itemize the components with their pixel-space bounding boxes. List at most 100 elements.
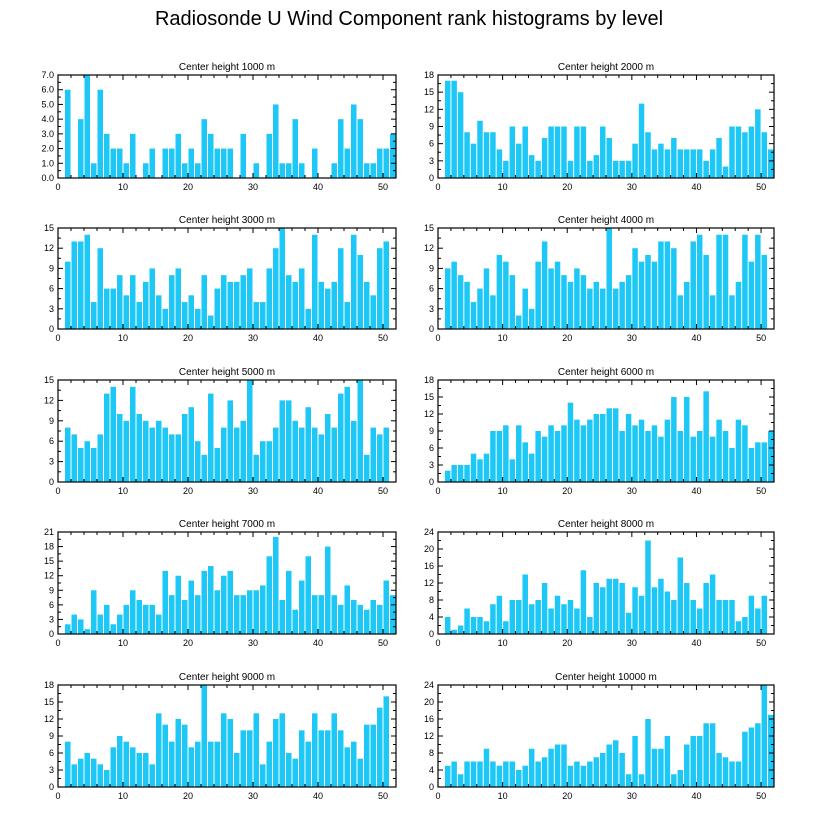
histogram-bar bbox=[181, 724, 188, 787]
x-tick-label: 10 bbox=[498, 791, 508, 801]
histogram-bar bbox=[64, 261, 71, 329]
histogram-bar bbox=[383, 580, 390, 634]
x-tick-label: 40 bbox=[691, 182, 701, 192]
histogram-bar bbox=[279, 600, 286, 634]
histogram-bar bbox=[748, 261, 755, 329]
histogram-bar bbox=[110, 386, 117, 482]
histogram-bar bbox=[240, 420, 247, 482]
histogram-bar bbox=[266, 441, 273, 482]
x-tick-label: 0 bbox=[435, 486, 440, 496]
x-tick-label: 10 bbox=[118, 486, 128, 496]
histogram-bar bbox=[363, 281, 370, 329]
histogram-bar bbox=[357, 119, 364, 178]
y-tick-label: 3 bbox=[49, 765, 54, 775]
histogram-bar bbox=[742, 234, 748, 329]
histogram-bar bbox=[90, 163, 97, 178]
histogram-bar bbox=[619, 160, 625, 178]
histogram-bar bbox=[690, 149, 696, 178]
y-tick-label: 0 bbox=[49, 324, 54, 334]
histogram-bar bbox=[97, 434, 104, 482]
histogram-bar bbox=[483, 621, 490, 634]
histogram-bar bbox=[162, 724, 169, 787]
histogram-bar bbox=[729, 448, 735, 482]
histogram-bar bbox=[768, 714, 774, 787]
y-tick-label: 0 bbox=[429, 629, 434, 639]
histogram-bar bbox=[194, 595, 201, 634]
histogram-bar bbox=[444, 470, 451, 482]
x-tick-label: 30 bbox=[248, 486, 258, 496]
histogram-bar bbox=[376, 148, 383, 178]
histogram-bar bbox=[71, 614, 78, 634]
histogram-bar bbox=[477, 761, 483, 787]
histogram-bar bbox=[716, 753, 722, 787]
histogram-bar bbox=[194, 441, 201, 482]
histogram-bar bbox=[136, 302, 143, 329]
y-tick-label: 15 bbox=[44, 697, 54, 707]
histogram-bar bbox=[742, 425, 748, 482]
histogram-bar bbox=[103, 604, 110, 634]
histogram-bar bbox=[324, 288, 331, 329]
histogram-bar bbox=[567, 600, 574, 634]
histogram-bar bbox=[503, 261, 509, 329]
histogram-bar bbox=[110, 288, 117, 329]
histogram-bar bbox=[638, 419, 645, 482]
histogram-bar bbox=[103, 393, 110, 482]
histogram-bar bbox=[142, 753, 149, 787]
histogram-bar bbox=[272, 104, 279, 178]
histogram-bar bbox=[528, 748, 535, 787]
panel-title: Center height 5000 m bbox=[179, 367, 275, 378]
histogram-bar bbox=[651, 261, 658, 329]
y-tick-label: 8 bbox=[429, 748, 434, 758]
histogram-bar bbox=[619, 753, 625, 787]
histogram-bar bbox=[748, 448, 755, 482]
panel-title: Center height 2000 m bbox=[558, 62, 654, 73]
histogram-bar bbox=[696, 234, 703, 329]
histogram-bar bbox=[703, 254, 709, 329]
histogram-bar bbox=[168, 595, 175, 634]
histogram-bar bbox=[370, 163, 377, 178]
histogram-bar bbox=[318, 595, 325, 634]
histogram-bar bbox=[201, 570, 208, 634]
histogram-bar bbox=[370, 295, 377, 329]
histogram-bar bbox=[240, 595, 247, 634]
y-tick-label: 0 bbox=[429, 324, 434, 334]
x-tick-label: 10 bbox=[118, 638, 128, 648]
histogram-bar bbox=[77, 619, 84, 634]
histogram-bar bbox=[331, 281, 338, 329]
histogram-bar bbox=[632, 425, 638, 482]
histogram-bar bbox=[389, 595, 396, 634]
histogram-bar bbox=[612, 740, 619, 787]
histogram-bar bbox=[606, 228, 612, 329]
histogram-bar bbox=[285, 400, 292, 482]
x-tick-label: 20 bbox=[562, 486, 572, 496]
histogram-bar bbox=[587, 761, 593, 787]
histogram-bar bbox=[201, 685, 208, 787]
histogram-bar bbox=[606, 408, 612, 482]
histogram-bar bbox=[509, 600, 516, 634]
histogram-bar bbox=[344, 302, 351, 329]
x-tick-label: 30 bbox=[627, 333, 637, 343]
histogram-bar bbox=[292, 609, 299, 634]
x-tick-label: 20 bbox=[562, 791, 572, 801]
x-tick-label: 10 bbox=[118, 791, 128, 801]
x-tick-label: 0 bbox=[55, 638, 60, 648]
histogram-bar bbox=[149, 148, 156, 178]
x-tick-label: 40 bbox=[313, 791, 323, 801]
histogram-bar bbox=[457, 92, 464, 178]
histogram-bar bbox=[77, 241, 84, 329]
x-tick-label: 50 bbox=[756, 182, 766, 192]
histogram-bar bbox=[272, 248, 279, 329]
histogram-bar bbox=[123, 604, 130, 634]
histogram-bar bbox=[638, 595, 645, 634]
histogram-bar bbox=[324, 730, 331, 787]
y-tick-label: 6 bbox=[429, 139, 434, 149]
histogram-bar bbox=[451, 465, 457, 482]
histogram-bar bbox=[246, 380, 253, 482]
histogram-bar bbox=[612, 160, 619, 178]
x-tick-label: 10 bbox=[498, 486, 508, 496]
histogram-bar bbox=[370, 724, 377, 787]
histogram-bar bbox=[272, 536, 279, 634]
histogram-bar bbox=[470, 617, 477, 634]
histogram-bar bbox=[580, 425, 587, 482]
histogram-bar bbox=[651, 149, 658, 178]
